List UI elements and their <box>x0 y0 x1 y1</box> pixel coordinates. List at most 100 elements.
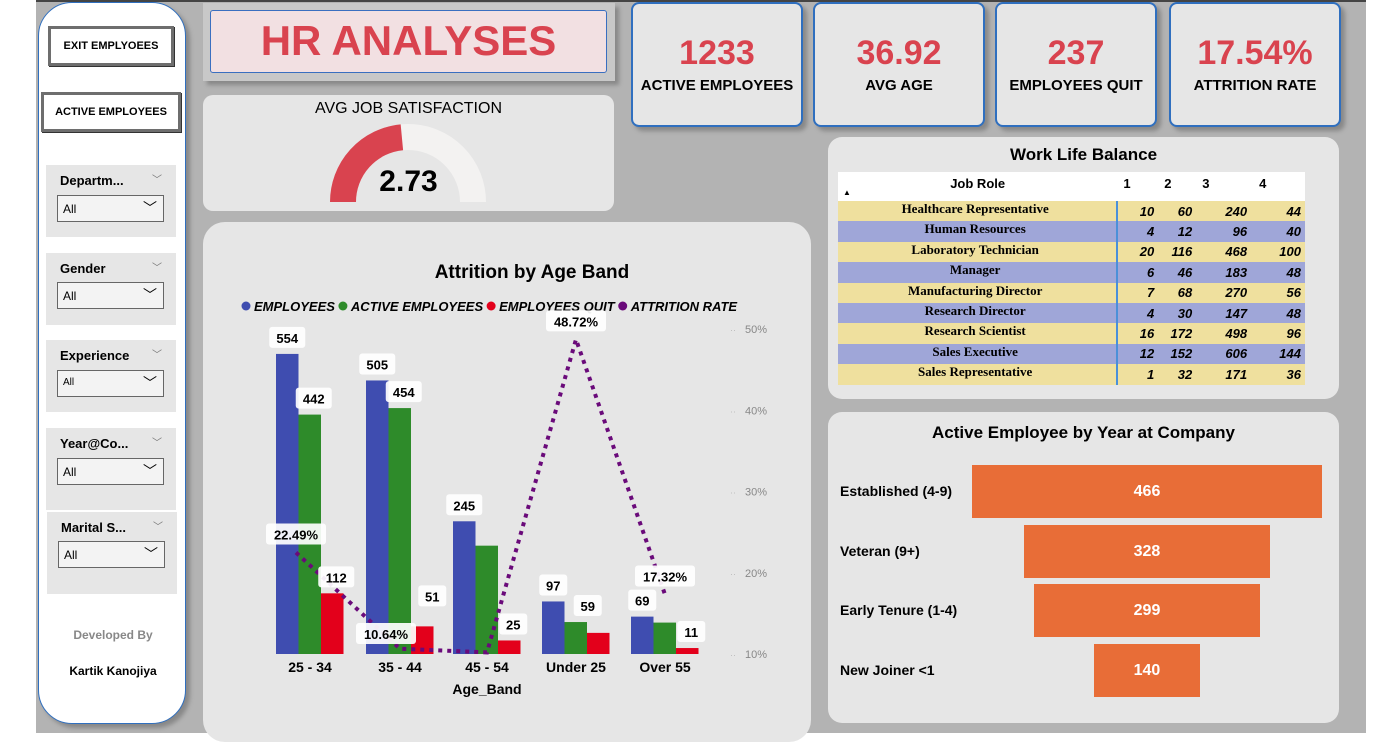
bar-employees[interactable] <box>276 353 299 654</box>
legend-label[interactable]: ATTRITION RATE <box>630 299 738 314</box>
table-row: Manager 6 46 183 48 <box>838 262 1305 283</box>
bar-employees[interactable] <box>542 601 565 654</box>
attrition-rate-line[interactable] <box>294 332 667 655</box>
value-cell: 498 <box>1225 326 1248 342</box>
chevron-down-icon: ﹀ <box>144 546 158 562</box>
kpi-employees-quit: 237 EMPLOYEES QUIT <box>995 2 1157 127</box>
data-label-text: 11 <box>684 625 698 640</box>
y2-tick-label: 50% <box>745 324 767 336</box>
data-label-box <box>266 523 326 545</box>
table-row: Laboratory Technician 20 116 468 100 <box>838 241 1305 263</box>
slicer-gender: Gender ﹀ All ﹀ <box>46 253 176 325</box>
dropdown-value: All <box>64 548 78 562</box>
data-label-box <box>628 589 657 611</box>
job-role-cell: Healthcare Representative <box>838 201 1119 222</box>
funnel-label: Veteran (9+) <box>840 543 920 559</box>
bar-active-employees[interactable] <box>388 408 412 654</box>
bar-employees[interactable] <box>631 616 654 654</box>
work-life-balance-card: Work Life Balance Job Role ▲ 1 2 3 4 Heal… <box>828 137 1339 399</box>
funnel-bar[interactable]: 466 <box>971 465 1323 518</box>
chevron-down-icon[interactable]: ﹀ <box>152 350 162 361</box>
data-label-text: 59 <box>581 599 595 614</box>
marital-status-dropdown[interactable]: All ﹀ <box>58 541 165 568</box>
data-label-box <box>356 623 416 644</box>
value-cell: 1 <box>1147 366 1155 382</box>
chevron-down-icon[interactable]: ﹀ <box>152 438 162 449</box>
wlb-table: Job Role ▲ 1 2 3 4 Healthcare Representat… <box>838 172 1306 385</box>
data-label-box <box>318 566 355 588</box>
column-header-1[interactable]: 1 <box>1117 172 1159 201</box>
data-label-text: 25 <box>506 617 520 632</box>
kpi-label: ATTRITION RATE <box>1193 77 1317 94</box>
chevron-down-icon[interactable]: ﹀ <box>152 175 162 186</box>
chart-legend: EMPLOYEES ACTIVE EMPLOYEES EMPLOYEES QUIT A… <box>241 299 738 314</box>
data-label-box <box>295 387 332 409</box>
value-cell: 606 <box>1225 346 1248 362</box>
value-cell: 100 <box>1279 244 1301 260</box>
column-header-4[interactable]: 4 <box>1251 172 1305 201</box>
wlb-title: Work Life Balance <box>1009 145 1158 164</box>
bar-employees-quit[interactable] <box>498 640 521 654</box>
table-row: Manufacturing Director 7 68 270 56 <box>838 282 1305 303</box>
funnel-bar[interactable]: 140 <box>1094 644 1200 697</box>
data-label-text: 442 <box>303 392 325 407</box>
data-label: 51 <box>418 585 447 607</box>
active-employees-button[interactable]: ACTIVE EMPLOYEES <box>41 92 181 132</box>
years-at-company-dropdown[interactable]: All ﹀ <box>57 458 164 485</box>
gauge-fill <box>330 124 404 203</box>
sidebar: EXIT EMPLYOEES ACTIVE EMPLOYEES Departm.… <box>38 2 186 724</box>
slicer-label: Departm... <box>60 173 124 188</box>
value-cell: 60 <box>1177 203 1193 219</box>
value-cell: 32 <box>1177 366 1193 382</box>
data-label: 11 <box>677 621 706 643</box>
legend-label[interactable]: EMPLOYEES <box>254 299 335 314</box>
developed-by-label: Developed By <box>73 628 153 642</box>
exit-employees-button[interactable]: EXIT EMPLYOEES <box>48 26 174 66</box>
experience-dropdown[interactable]: All ﹀ <box>57 370 164 397</box>
column-header-3[interactable]: 3 <box>1196 172 1252 201</box>
column-header-job-role[interactable]: Job Role ▲ <box>838 172 1118 201</box>
legend-label[interactable]: ACTIVE EMPLOYEES <box>350 299 484 314</box>
bar-employees-quit[interactable] <box>321 593 344 654</box>
funnel-bar[interactable]: 299 <box>1034 584 1260 637</box>
column-header-2[interactable]: 2 <box>1158 172 1197 201</box>
table-row: Sales Executive 12 152 606 144 <box>838 343 1305 365</box>
kpi-value: 1233 <box>679 34 755 72</box>
data-label-box <box>546 310 606 332</box>
gender-dropdown[interactable]: All ﹀ <box>57 282 164 309</box>
data-label-text: 97 <box>546 578 560 593</box>
data-label: 17.32% <box>635 565 695 587</box>
data-label-box <box>359 353 396 375</box>
value-cell: 10 <box>1139 203 1155 219</box>
job-role-cell: Research Director <box>838 302 1119 324</box>
data-label-box <box>635 565 695 587</box>
bar-employees-quit[interactable] <box>411 626 434 654</box>
x-tick-label: Under 25 <box>546 659 606 675</box>
kpi-label: EMPLOYEES QUIT <box>1009 77 1143 94</box>
legend-marker <box>486 301 496 311</box>
value-cell: 48 <box>1286 305 1301 321</box>
data-label: 22.49% <box>266 523 326 545</box>
chevron-down-icon[interactable]: ﹀ <box>153 522 163 533</box>
department-dropdown[interactable]: All ﹀ <box>57 195 164 222</box>
dropdown-value: All <box>63 465 77 479</box>
table-row: Human Resources 4 12 96 40 <box>838 221 1305 242</box>
bar-active-employees[interactable] <box>564 622 588 654</box>
kpi-value: 237 <box>1047 34 1105 72</box>
data-label-box <box>499 613 528 635</box>
bar-active-employees[interactable] <box>475 545 499 654</box>
table-row: Research Scientist 16 172 498 96 <box>838 323 1305 344</box>
chevron-down-icon: ﹀ <box>143 375 157 391</box>
bar-employees-quit[interactable] <box>676 648 699 654</box>
value-cell: 48 <box>1286 264 1301 280</box>
bar-active-employees[interactable] <box>653 622 677 654</box>
bar-employees[interactable] <box>453 521 476 654</box>
chevron-down-icon[interactable]: ﹀ <box>152 263 162 274</box>
bar-employees[interactable] <box>366 380 389 654</box>
value-cell: 12 <box>1177 224 1193 240</box>
bar-employees-quit[interactable] <box>587 632 610 654</box>
legend-label[interactable]: EMPLOYEES QUIT <box>499 299 616 314</box>
funnel-bar[interactable]: 328 <box>1023 525 1271 578</box>
value-cell: 240 <box>1225 203 1248 219</box>
data-label-text: 22.49% <box>274 528 319 543</box>
